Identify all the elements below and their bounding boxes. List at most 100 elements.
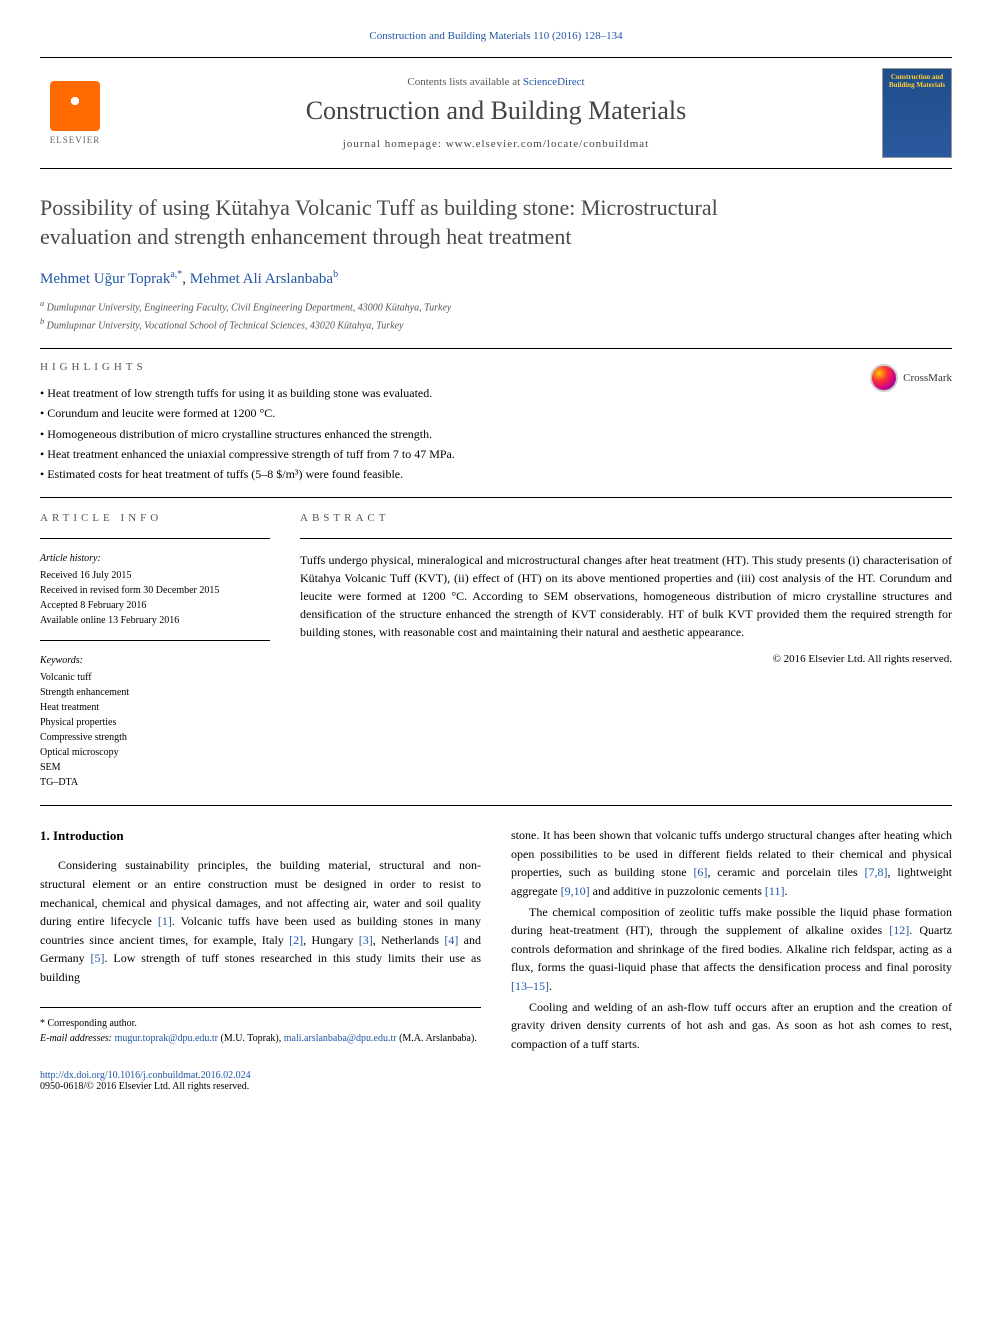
- keyword: Heat treatment: [40, 700, 270, 715]
- affiliations: a Dumlupınar University, Engineering Fac…: [40, 298, 952, 333]
- history-label: Article history:: [40, 551, 270, 566]
- abstract-block: ABSTRACT Tuffs undergo physical, mineral…: [300, 510, 952, 791]
- abstract-label: ABSTRACT: [300, 510, 952, 527]
- body-columns: 1. Introduction Considering sustainabili…: [40, 826, 952, 1055]
- contents-prefix: Contents lists available at: [407, 76, 522, 88]
- highlight-item: Corundum and leucite were formed at 1200…: [40, 403, 952, 423]
- corresponding-label: * Corresponding author.: [40, 1016, 481, 1032]
- article-title: Possibility of using Kütahya Volcanic Tu…: [40, 194, 790, 251]
- cover-title: Construction and Building Materials: [887, 73, 947, 90]
- divider: [40, 805, 952, 806]
- body-text: , Netherlands: [373, 933, 445, 947]
- ref-link[interactable]: [11]: [765, 884, 785, 898]
- divider: [40, 348, 952, 349]
- crossmark-icon: [870, 364, 898, 392]
- body-text: The chemical composition of zeolitic tuf…: [511, 905, 952, 938]
- publisher-name: ELSEVIER: [50, 135, 101, 145]
- email-link-2[interactable]: mali.arslanbaba@dpu.edu.tr: [284, 1033, 397, 1044]
- body-paragraph: The chemical composition of zeolitic tuf…: [511, 903, 952, 996]
- keyword: Compressive strength: [40, 730, 270, 745]
- abstract-text: Tuffs undergo physical, mineralogical an…: [300, 551, 952, 641]
- highlight-item: Homogeneous distribution of micro crysta…: [40, 424, 952, 444]
- ref-link[interactable]: [6]: [693, 865, 707, 879]
- highlights-list: Heat treatment of low strength tuffs for…: [40, 383, 952, 485]
- homepage-prefix: journal homepage:: [343, 138, 446, 150]
- journal-citation: Construction and Building Materials 110 …: [40, 30, 952, 42]
- body-paragraph: Cooling and welding of an ash-flow tuff …: [511, 998, 952, 1054]
- sciencedirect-link[interactable]: ScienceDirect: [523, 76, 585, 88]
- info-abstract-row: ARTICLE INFO Article history: Received 1…: [40, 510, 952, 791]
- abstract-copyright: © 2016 Elsevier Ltd. All rights reserved…: [300, 651, 952, 668]
- ref-link[interactable]: [1]: [158, 914, 172, 928]
- highlights-label: HIGHLIGHTS: [40, 361, 952, 373]
- keyword: Volcanic tuff: [40, 670, 270, 685]
- contents-available: Contents lists available at ScienceDirec…: [110, 76, 882, 88]
- highlight-item: Heat treatment enhanced the uniaxial com…: [40, 444, 952, 464]
- body-paragraph: stone. It has been shown that volcanic t…: [511, 826, 952, 900]
- ref-link[interactable]: [4]: [444, 933, 458, 947]
- elsevier-tree-icon: [50, 81, 100, 131]
- keyword: Physical properties: [40, 715, 270, 730]
- ref-link[interactable]: [2]: [289, 933, 303, 947]
- email-label: E-mail addresses:: [40, 1033, 115, 1044]
- divider: [40, 497, 952, 498]
- elsevier-logo: ELSEVIER: [40, 73, 110, 153]
- ref-link[interactable]: [9,10]: [561, 884, 590, 898]
- affiliation-a-text: Dumlupınar University, Engineering Facul…: [47, 303, 452, 314]
- ref-link[interactable]: [7,8]: [865, 865, 888, 879]
- email-line: E-mail addresses: mugur.toprak@dpu.edu.t…: [40, 1031, 481, 1047]
- journal-homepage: journal homepage: www.elsevier.com/locat…: [110, 138, 882, 150]
- affiliation-b: b Dumlupınar University, Vocational Scho…: [40, 316, 952, 333]
- issn-line: 0950-0618/© 2016 Elsevier Ltd. All right…: [40, 1081, 249, 1092]
- ref-link[interactable]: [3]: [359, 933, 373, 947]
- article-info-block: ARTICLE INFO Article history: Received 1…: [40, 510, 270, 791]
- doi-block: http://dx.doi.org/10.1016/j.conbuildmat.…: [40, 1070, 952, 1092]
- email-link-1[interactable]: mugur.toprak@dpu.edu.tr: [115, 1033, 218, 1044]
- keywords-label: Keywords:: [40, 653, 270, 668]
- keyword: SEM: [40, 760, 270, 775]
- body-column-right: stone. It has been shown that volcanic t…: [511, 826, 952, 1055]
- ref-link[interactable]: [5]: [91, 951, 105, 965]
- journal-title: Construction and Building Materials: [110, 96, 882, 126]
- highlight-item: Heat treatment of low strength tuffs for…: [40, 383, 952, 403]
- body-text: .: [784, 884, 787, 898]
- divider: [40, 640, 270, 641]
- history-received: Received 16 July 2015: [40, 568, 270, 583]
- journal-header: ELSEVIER Contents lists available at Sci…: [40, 57, 952, 169]
- doi-link[interactable]: http://dx.doi.org/10.1016/j.conbuildmat.…: [40, 1070, 251, 1081]
- email-name-1: (M.U. Toprak),: [218, 1033, 284, 1044]
- body-paragraph: Considering sustainability principles, t…: [40, 856, 481, 986]
- ref-link[interactable]: [12]: [889, 923, 909, 937]
- keyword: TG–DTA: [40, 775, 270, 790]
- history-accepted: Accepted 8 February 2016: [40, 598, 270, 613]
- corresponding-footer: * Corresponding author. E-mail addresses…: [40, 1007, 481, 1047]
- author-link-1[interactable]: Mehmet Uğur Toprak: [40, 271, 170, 287]
- body-text: Cooling and welding of an ash-flow tuff …: [511, 1000, 952, 1051]
- crossmark-badge[interactable]: CrossMark: [870, 364, 952, 392]
- email-name-2: (M.A. Arslanbaba).: [397, 1033, 477, 1044]
- body-text: . Low strength of tuff stones researched…: [40, 951, 481, 984]
- keyword: Optical microscopy: [40, 745, 270, 760]
- divider: [40, 538, 270, 539]
- section-heading-intro: 1. Introduction: [40, 826, 481, 846]
- history-online: Available online 13 February 2016: [40, 613, 270, 628]
- body-text: , ceramic and porcelain tiles: [707, 865, 864, 879]
- author-sup-2: b: [333, 269, 338, 280]
- header-center: Contents lists available at ScienceDirec…: [110, 76, 882, 150]
- ref-link[interactable]: [13–15]: [511, 979, 549, 993]
- journal-cover-thumbnail: Construction and Building Materials: [882, 68, 952, 158]
- divider: [300, 538, 952, 539]
- author-sup-1: a,*: [170, 269, 182, 280]
- article-info-label: ARTICLE INFO: [40, 510, 270, 527]
- homepage-url: www.elsevier.com/locate/conbuildmat: [446, 138, 650, 150]
- keywords-block: Keywords: Volcanic tuff Strength enhance…: [40, 653, 270, 790]
- body-column-left: 1. Introduction Considering sustainabili…: [40, 826, 481, 1055]
- body-text: , Hungary: [303, 933, 359, 947]
- keyword: Strength enhancement: [40, 685, 270, 700]
- affiliation-b-text: Dumlupınar University, Vocational School…: [47, 320, 404, 331]
- affiliation-a: a Dumlupınar University, Engineering Fac…: [40, 298, 952, 315]
- crossmark-label: CrossMark: [903, 372, 952, 384]
- body-text: .: [549, 979, 552, 993]
- author-list: Mehmet Uğur Topraka,*, Mehmet Ali Arslan…: [40, 269, 952, 288]
- author-link-2[interactable]: Mehmet Ali Arslanbaba: [190, 271, 333, 287]
